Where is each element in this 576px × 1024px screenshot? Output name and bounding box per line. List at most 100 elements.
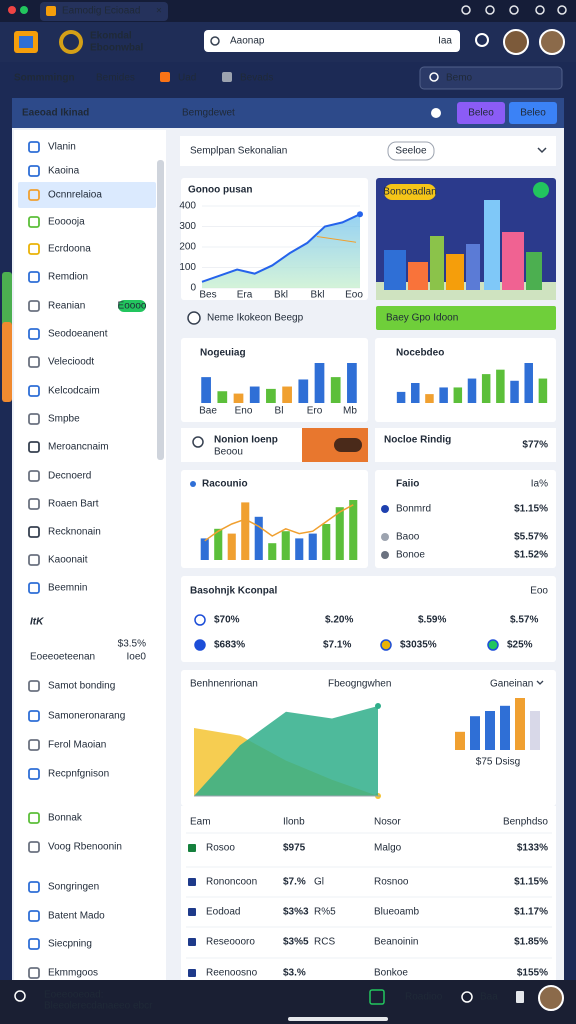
radio[interactable] — [187, 311, 201, 325]
item-icon — [28, 680, 40, 692]
bar — [322, 524, 331, 560]
row-code: Gl — [314, 877, 324, 888]
sidebar-item[interactable]: Ocnnrelaioa — [48, 190, 102, 201]
chart-title: Nogeuiag — [200, 348, 246, 359]
line — [201, 213, 361, 283]
sidebar-item[interactable]: Smpbe — [48, 414, 80, 425]
bar — [227, 533, 236, 560]
ranking-title: Nocloe Rindig — [384, 435, 451, 446]
button-label[interactable]: Beleo — [468, 108, 494, 119]
sidebar-item[interactable]: Eooooja — [48, 217, 85, 228]
nav-icon — [160, 72, 170, 82]
sidebar-item[interactable]: Reanian — [48, 301, 85, 312]
sidebar-item[interactable]: Roaen Bart — [48, 499, 99, 510]
item-icon — [28, 910, 40, 922]
pill — [334, 438, 362, 452]
bar — [485, 711, 495, 750]
card — [180, 136, 556, 166]
item-icon — [28, 768, 40, 780]
sidebar-item[interactable]: Beemnin — [48, 583, 87, 594]
nav-search-text[interactable]: Bemo — [446, 73, 473, 84]
emblem-inner — [63, 34, 79, 50]
footer-menu[interactable]: Baa — [480, 992, 498, 1003]
sidebar-item[interactable]: Vlanin — [48, 142, 76, 153]
sidebar-item[interactable]: Meroancnaim — [48, 442, 109, 453]
bar — [241, 502, 250, 560]
sidebar-item[interactable]: Recknonain — [48, 527, 101, 538]
stat-value: $7.1% — [323, 640, 351, 651]
bar — [200, 538, 209, 560]
settings-icon — [431, 108, 441, 118]
footer-action[interactable]: Roadioo — [405, 992, 443, 1003]
sidebar-item[interactable]: Samoneronarang — [48, 711, 125, 722]
tab-icon — [46, 6, 56, 16]
sidebar-item[interactable]: Siecpning — [48, 939, 92, 950]
sidebar-item[interactable]: Songringen — [48, 882, 99, 893]
avatar — [538, 985, 564, 1011]
row-name: Reenoosno — [206, 968, 258, 979]
sidebar-item[interactable]: Velecioodt — [48, 357, 94, 368]
sidebar-item[interactable]: Ecrdoona — [48, 244, 91, 255]
sidebar-item[interactable]: Decnoerd — [48, 471, 91, 482]
stats-link[interactable]: Eoo — [530, 586, 548, 597]
row-name: Rosoo — [206, 843, 235, 854]
search-box[interactable] — [204, 30, 460, 52]
line-point — [357, 211, 363, 218]
bar — [455, 731, 465, 750]
bar — [330, 377, 341, 403]
nav-item[interactable]: Bevads — [240, 73, 273, 84]
search-placeholder[interactable]: Aaonap — [230, 36, 265, 47]
sidebar-item[interactable]: Batent Mado — [48, 911, 105, 922]
button[interactable] — [509, 102, 557, 124]
bar — [425, 394, 434, 403]
sidebar-item[interactable]: Ferol Maoian — [48, 740, 106, 751]
item-icon — [28, 356, 40, 368]
tag — [384, 184, 436, 200]
bar — [249, 386, 260, 403]
sidebar-item[interactable]: Kelcodcaim — [48, 386, 100, 397]
home-indicator — [288, 1017, 388, 1021]
nav-item[interactable]: Uad — [178, 73, 196, 84]
nav-item[interactable]: Sommmingn — [14, 73, 75, 84]
sidebar-item[interactable]: Samot bonding — [48, 681, 115, 692]
sidebar-item[interactable]: Voog Rbenoonin — [48, 842, 122, 853]
sidebar-item[interactable]: Recpnfgnison — [48, 769, 109, 780]
button[interactable] — [457, 102, 505, 124]
row-icon — [188, 908, 196, 916]
stats-title: Basohnjk Kconpal — [190, 586, 277, 597]
nav-search[interactable] — [419, 66, 563, 90]
bar — [214, 528, 223, 560]
option-label[interactable]: Neme Ikokeon Beegp — [207, 313, 304, 324]
item-icon — [28, 881, 40, 893]
item-icon — [28, 141, 40, 153]
y-tick-label: 300 — [179, 221, 196, 232]
sidebar-item[interactable]: Bonnak — [48, 813, 83, 824]
row-icon — [188, 844, 196, 852]
row-icon — [188, 938, 196, 946]
dropdown[interactable] — [387, 141, 435, 161]
item-icon — [28, 243, 40, 255]
stat-icon — [487, 639, 499, 651]
item-icon — [28, 498, 40, 510]
button-label[interactable]: Beleo — [520, 108, 546, 119]
card-title: Semplpan Sekonalian — [190, 146, 287, 157]
sidebar-item[interactable]: Kaoina — [48, 166, 80, 177]
list-name: Bonoe — [396, 550, 425, 561]
badge — [118, 300, 146, 312]
chart-menu[interactable]: Ganeinan — [490, 679, 533, 690]
window-icon — [509, 5, 519, 15]
x-tick-label: Eno — [235, 406, 253, 417]
bar — [201, 377, 211, 403]
sidebar-item[interactable]: Kaoonait — [48, 555, 88, 566]
dropdown-label[interactable]: Seeloe — [395, 146, 427, 157]
list-value: $1.52% — [514, 550, 548, 561]
sidebar-item[interactable]: Seodoeanent — [48, 329, 108, 340]
sidebar-item[interactable]: Ekmmgoos — [48, 968, 98, 979]
chart-link[interactable]: Fbeogngwhen — [328, 679, 391, 690]
row-change: $133% — [517, 843, 548, 854]
sidebar-item[interactable]: Remdion — [48, 272, 88, 283]
bar — [295, 538, 304, 560]
bar — [481, 374, 491, 403]
nav-item[interactable]: Bemides — [96, 73, 135, 84]
